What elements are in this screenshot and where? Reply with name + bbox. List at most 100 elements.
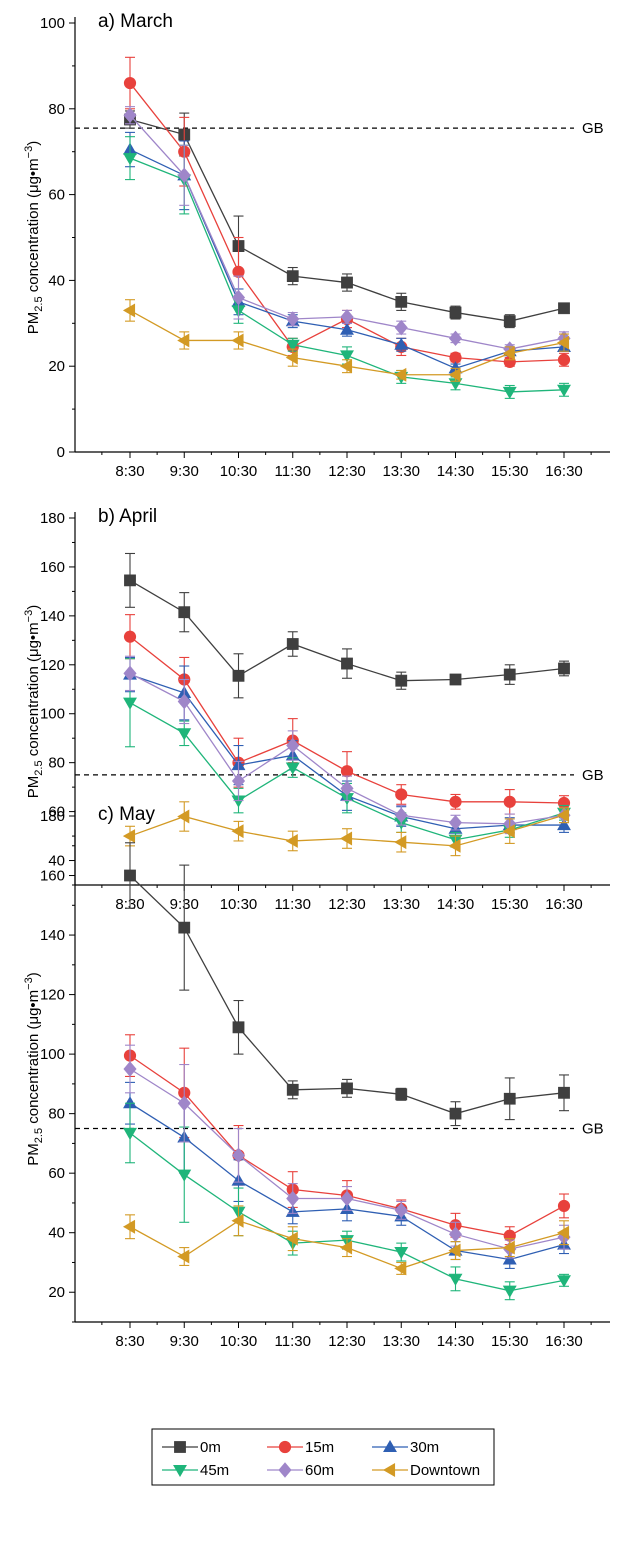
x-tick-label: 14:30 bbox=[437, 463, 475, 480]
data-point bbox=[557, 384, 571, 397]
legend-marker bbox=[278, 1440, 292, 1454]
chart-panel: 0 20 40 60 80 100 8:30 9:30 10:30 11:30 12:30 13:30… bbox=[23, 11, 610, 480]
gb-reference-label: GB bbox=[582, 767, 604, 784]
x-tick-label: 8:30 bbox=[115, 463, 144, 480]
y-tick-label: 20 bbox=[48, 358, 65, 375]
data-point bbox=[177, 1095, 191, 1111]
panel-title: b) April bbox=[98, 506, 157, 527]
data-point bbox=[231, 1147, 246, 1164]
data-point bbox=[556, 335, 570, 350]
data-point bbox=[340, 322, 354, 335]
data-point bbox=[286, 311, 300, 327]
data-point bbox=[177, 728, 192, 741]
data-point bbox=[122, 829, 136, 844]
data-point bbox=[340, 765, 354, 778]
legend-label: 60m bbox=[305, 1462, 334, 1479]
x-tick-label: 12:30 bbox=[328, 896, 366, 913]
data-point bbox=[124, 869, 136, 882]
series-45m bbox=[123, 136, 571, 399]
chart-panel: 20 40 60 80 100 120 140 160 180 8:30 9:30 10:30 11:3… bbox=[23, 804, 610, 1350]
gb-reference-label: GB bbox=[582, 120, 604, 137]
data-point bbox=[232, 1021, 245, 1034]
data-point bbox=[557, 353, 571, 366]
y-tick-label: 180 bbox=[40, 808, 65, 825]
data-point bbox=[123, 1127, 137, 1141]
x-tick-label: 16:30 bbox=[545, 896, 583, 913]
data-point bbox=[394, 337, 409, 350]
legend-item-15m: 15m bbox=[267, 1439, 334, 1456]
data-point bbox=[122, 303, 136, 318]
data-point bbox=[448, 814, 463, 831]
data-point bbox=[231, 1213, 244, 1228]
gb-reference-label: GB bbox=[582, 1121, 604, 1138]
x-tick-label: 8:30 bbox=[115, 1333, 144, 1350]
data-point bbox=[123, 76, 137, 90]
y-tick-label: 140 bbox=[40, 608, 65, 625]
legend-label: Downtown bbox=[410, 1462, 480, 1479]
data-point bbox=[449, 1107, 462, 1120]
data-point bbox=[177, 1169, 192, 1182]
x-tick-label: 16:30 bbox=[545, 1333, 583, 1350]
legend-label: 45m bbox=[200, 1462, 229, 1479]
y-axis-label: PM2.5 concentration (μg•m−3) bbox=[23, 972, 45, 1165]
data-point bbox=[502, 1285, 517, 1298]
legend-marker bbox=[383, 1439, 397, 1453]
data-point bbox=[558, 302, 570, 315]
data-point bbox=[123, 630, 137, 643]
y-tick-label: 40 bbox=[48, 853, 65, 870]
data-point bbox=[286, 1190, 300, 1207]
data-point bbox=[285, 339, 300, 352]
data-point bbox=[339, 359, 353, 374]
y-tick-label: 160 bbox=[40, 868, 65, 885]
x-tick-label: 15:30 bbox=[491, 1333, 529, 1350]
y-tick-label: 100 bbox=[40, 15, 65, 32]
data-point bbox=[448, 838, 461, 853]
data-point bbox=[395, 788, 408, 801]
data-point bbox=[556, 808, 570, 823]
data-point bbox=[503, 1092, 516, 1105]
series-0m bbox=[124, 552, 570, 699]
data-point bbox=[231, 289, 246, 306]
data-point bbox=[123, 107, 137, 123]
legend: 0m 15m 30m 45m 60m Downtown bbox=[151, 1428, 495, 1486]
x-tick-label: 13:30 bbox=[382, 896, 420, 913]
x-tick-label: 13:30 bbox=[382, 463, 420, 480]
data-point bbox=[177, 809, 190, 824]
data-point bbox=[394, 367, 407, 382]
data-point bbox=[285, 762, 300, 775]
data-point bbox=[177, 1249, 190, 1264]
y-tick-label: 140 bbox=[40, 927, 65, 944]
data-point bbox=[395, 1088, 408, 1101]
data-point bbox=[394, 1261, 407, 1276]
data-point bbox=[448, 1273, 463, 1286]
data-point bbox=[448, 330, 463, 347]
data-point bbox=[123, 697, 137, 710]
y-axis-label: PM2.5 concentration (μg•m−3) bbox=[23, 605, 45, 798]
x-tick-label: 14:30 bbox=[437, 1333, 475, 1350]
series-0m bbox=[124, 110, 570, 329]
data-point bbox=[339, 831, 353, 846]
data-point bbox=[394, 807, 408, 824]
data-point bbox=[502, 1240, 515, 1255]
x-tick-label: 11:30 bbox=[275, 1333, 311, 1350]
y-tick-label: 80 bbox=[48, 1106, 65, 1123]
data-point bbox=[122, 1219, 136, 1234]
x-tick-label: 11:30 bbox=[275, 896, 311, 913]
data-point bbox=[394, 1246, 409, 1260]
data-point bbox=[177, 333, 190, 348]
y-tick-label: 180 bbox=[40, 510, 65, 527]
y-tick-label: 40 bbox=[48, 272, 65, 289]
y-tick-label: 160 bbox=[40, 559, 65, 576]
data-point bbox=[123, 1061, 137, 1077]
data-point bbox=[178, 921, 191, 934]
data-point bbox=[340, 350, 354, 363]
legend-box bbox=[151, 1428, 495, 1486]
data-point bbox=[340, 780, 354, 797]
data-point bbox=[558, 1086, 570, 1099]
data-point bbox=[231, 824, 244, 839]
data-point bbox=[502, 346, 515, 361]
data-point bbox=[177, 167, 191, 184]
x-tick-label: 13:30 bbox=[382, 1333, 420, 1350]
data-point bbox=[503, 315, 516, 328]
